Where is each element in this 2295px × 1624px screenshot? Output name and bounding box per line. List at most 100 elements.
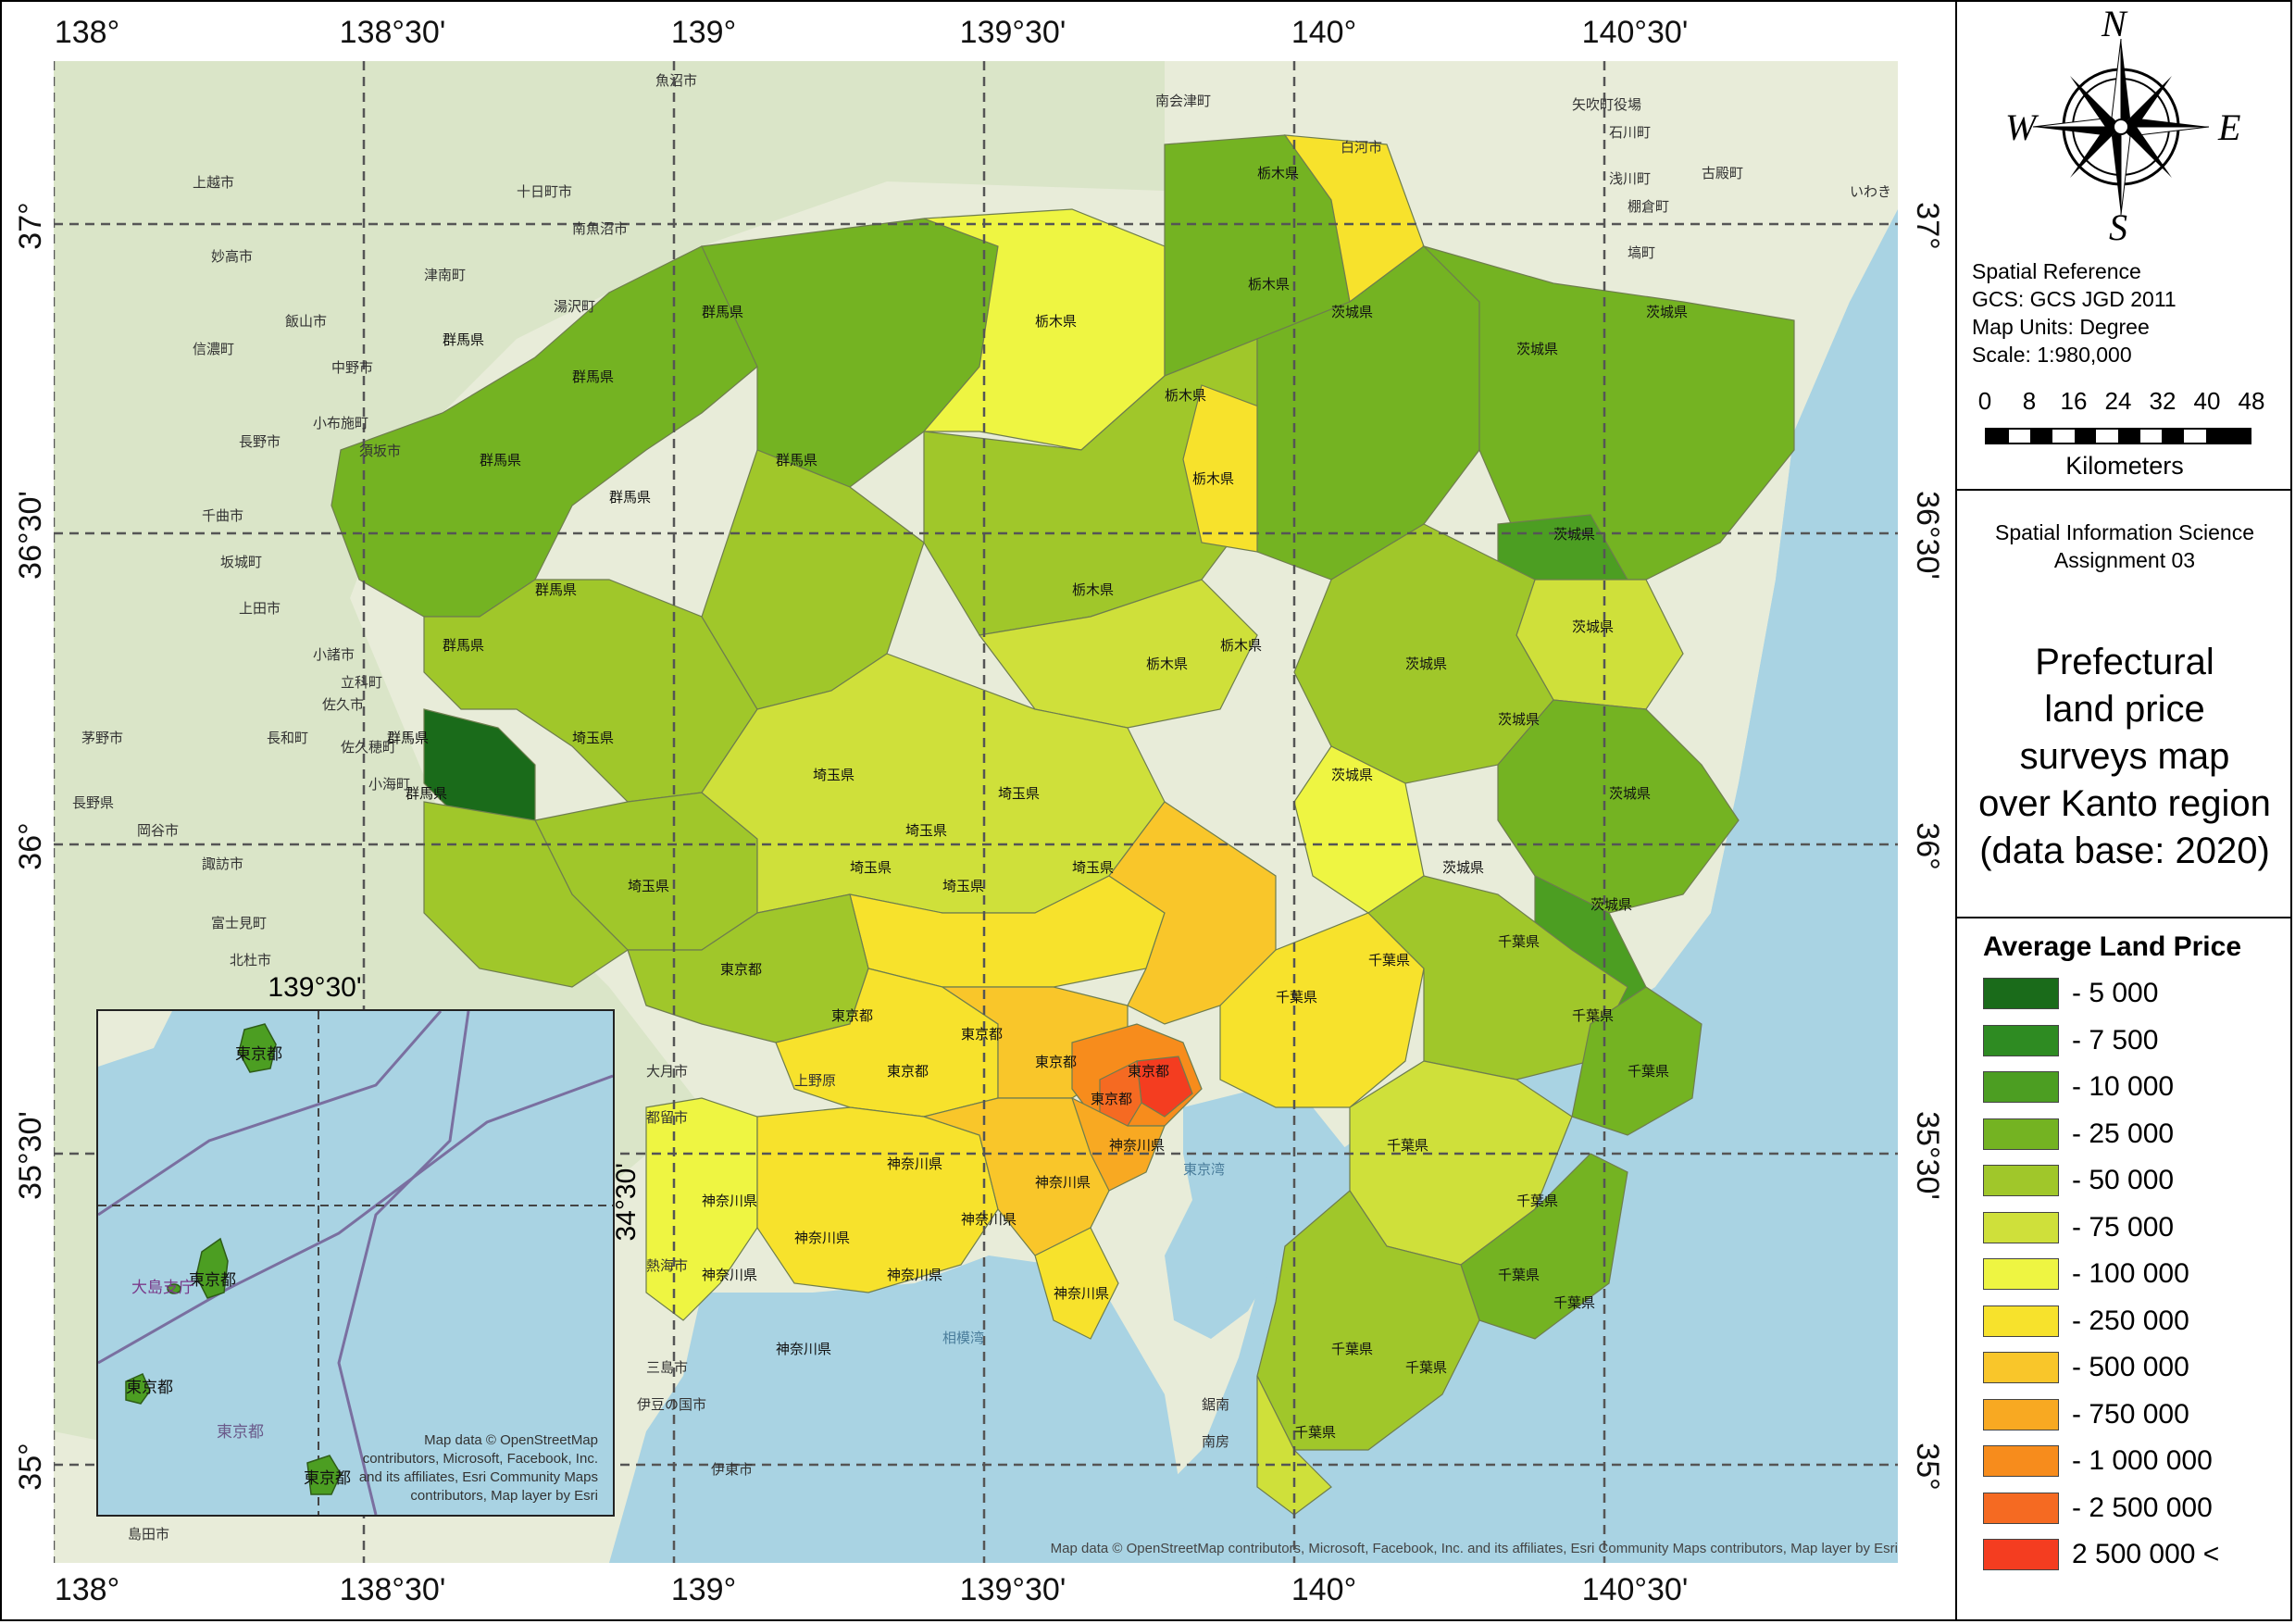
- prefecture-label: 神奈川県: [794, 1230, 851, 1246]
- region-ibaraki-east: [1497, 699, 1740, 914]
- legend-swatch: [1983, 1398, 2059, 1430]
- place-label: 諏訪市: [202, 856, 244, 872]
- prefecture-label: 茨城県: [1405, 656, 1448, 672]
- place-label: 須坂市: [359, 443, 402, 459]
- compass-rose-icon: [2032, 38, 2210, 216]
- scale-bar-tick: 8: [2022, 387, 2037, 415]
- place-label: 島田市: [128, 1527, 170, 1543]
- scale-bar-tick: 40: [2193, 387, 2221, 415]
- prefecture-label: 神奈川県: [776, 1342, 832, 1357]
- prefecture-label: 茨城県: [1553, 527, 1596, 543]
- left-degree-label: 37°: [13, 202, 48, 250]
- prefecture-label: 東京都: [831, 1008, 874, 1024]
- scale-bar-tick: 24: [2104, 387, 2132, 415]
- inset-island-label: 東京都: [235, 1045, 282, 1063]
- place-label: 上野原: [794, 1073, 837, 1089]
- place-label: 大月市: [646, 1064, 689, 1080]
- legend-swatch: [1983, 1165, 2059, 1196]
- prefecture-label: 埼玉県: [850, 860, 892, 876]
- prefecture-label: 東京都: [720, 962, 763, 978]
- prefecture-label: 茨城県: [1331, 768, 1374, 783]
- legend-label: - 250 000: [2072, 1305, 2189, 1336]
- prefecture-label: 東京都: [961, 1027, 1004, 1043]
- legend-swatch: [1983, 1024, 2059, 1056]
- title-line: land price: [2044, 689, 2205, 730]
- inset-island-label: 東京都: [304, 1469, 351, 1487]
- place-label: 佐久穂町: [341, 740, 397, 756]
- inset-land-corner: [98, 1011, 172, 1067]
- right-degree-label: 35°30': [1910, 1111, 1945, 1200]
- place-label: 妙高市: [211, 249, 254, 265]
- prefecture-label: 神奈川県: [702, 1268, 758, 1283]
- place-label: 信濃町: [193, 342, 235, 357]
- prefecture-label: 埼玉県: [1072, 860, 1115, 876]
- legend-swatch: [1983, 1258, 2059, 1290]
- legend-swatch: [1983, 1445, 2059, 1477]
- prefecture-label: 栃木県: [1257, 166, 1300, 181]
- place-label: 津南町: [424, 268, 467, 283]
- legend-label: - 50 000: [2072, 1165, 2175, 1195]
- inset-boundaries: [98, 1011, 613, 1515]
- scale-bar-unit: Kilometers: [2065, 452, 2184, 480]
- inset-top-degree-label: 139°30': [268, 972, 362, 1003]
- inset-island-label: 東京都: [189, 1271, 236, 1289]
- place-label: 上田市: [239, 601, 281, 617]
- inset-map-izu-islands[interactable]: 東京都 東京都 東京都 東京都 大島支庁 東京都 Map data © Open…: [96, 1009, 615, 1517]
- spatial-reference-units: Map Units: Degree: [1972, 315, 2150, 339]
- legend-item: - 5 000: [1983, 974, 2158, 1013]
- place-label: 佐久市: [322, 697, 365, 713]
- prefecture-label: 東京都: [1128, 1064, 1170, 1080]
- map-credits: Map data © OpenStreetMap contributors, M…: [1050, 1541, 1898, 1556]
- legend-item: - 100 000: [1983, 1255, 2189, 1293]
- legend-item: - 750 000: [1983, 1395, 2189, 1434]
- panel-divider: [1957, 489, 2292, 491]
- scale-bar-tick: 32: [2149, 387, 2177, 415]
- prefecture-label: 埼玉県: [942, 879, 985, 894]
- legend-swatch: [1983, 1305, 2059, 1337]
- legend-item: - 2 500 000: [1983, 1489, 2213, 1528]
- prefecture-label: 栃木県: [1220, 638, 1263, 654]
- place-label: 塙町: [1628, 245, 1656, 261]
- place-label: 南魚沼市: [572, 221, 629, 237]
- prefecture-label: 茨城県: [1572, 619, 1615, 635]
- legend-item: - 7 500: [1983, 1021, 2158, 1060]
- place-label: 魚沼市: [655, 73, 698, 89]
- place-label: 小諸市: [313, 647, 355, 663]
- left-degree-label: 35°: [13, 1443, 48, 1491]
- legend-label: - 5 000: [2072, 978, 2159, 1008]
- spatial-reference-heading: Spatial Reference: [1972, 259, 2141, 283]
- prefecture-label: 東京都: [1091, 1092, 1133, 1107]
- place-label: 湯沢町: [554, 299, 596, 315]
- region-chiba-tip: [1256, 1375, 1332, 1516]
- legend-swatch: [1983, 978, 2059, 1009]
- prefecture-label: 群馬県: [776, 453, 818, 468]
- top-degree-label: 138°: [54, 15, 120, 50]
- inset-islands: [125, 1023, 342, 1495]
- map-title: Prefectural land price surveys map over …: [1957, 639, 2292, 875]
- place-label: 棚倉町: [1628, 199, 1670, 215]
- bottom-degree-label: 140°: [1291, 1572, 1357, 1607]
- compass-south: S: [2109, 206, 2127, 248]
- place-label: 十日町市: [517, 184, 573, 200]
- prefecture-label: 茨城県: [1331, 305, 1374, 320]
- place-label: 小布施町: [313, 416, 369, 431]
- place-label: 鋸南: [1202, 1397, 1230, 1413]
- compass-west: W: [2005, 106, 2037, 148]
- region-ibaraki-north: [1421, 244, 1795, 581]
- inset-graticule: [98, 1011, 613, 1515]
- prefecture-label: 栃木県: [1072, 582, 1115, 598]
- top-degree-label: 140°: [1291, 15, 1357, 50]
- legend-item: - 50 000: [1983, 1161, 2174, 1200]
- prefecture-label: 神奈川県: [1109, 1138, 1166, 1154]
- legend-label: - 10 000: [2072, 1071, 2175, 1102]
- place-label: 南会津町: [1155, 94, 1212, 109]
- legend-item: 2 500 000 <: [1983, 1535, 2219, 1574]
- legend-label: - 1 000 000: [2072, 1445, 2213, 1476]
- prefecture-label: 千葉県: [1553, 1295, 1596, 1311]
- inset-left-degree-label: 34°30': [611, 1163, 642, 1242]
- prefecture-label: 東京都: [887, 1064, 929, 1080]
- legend-label: - 500 000: [2072, 1352, 2189, 1382]
- top-degree-label: 140°30': [1581, 15, 1689, 50]
- right-degree-label: 36°: [1910, 822, 1945, 870]
- course-info: Spatial Information Science Assignment 0…: [1957, 518, 2292, 574]
